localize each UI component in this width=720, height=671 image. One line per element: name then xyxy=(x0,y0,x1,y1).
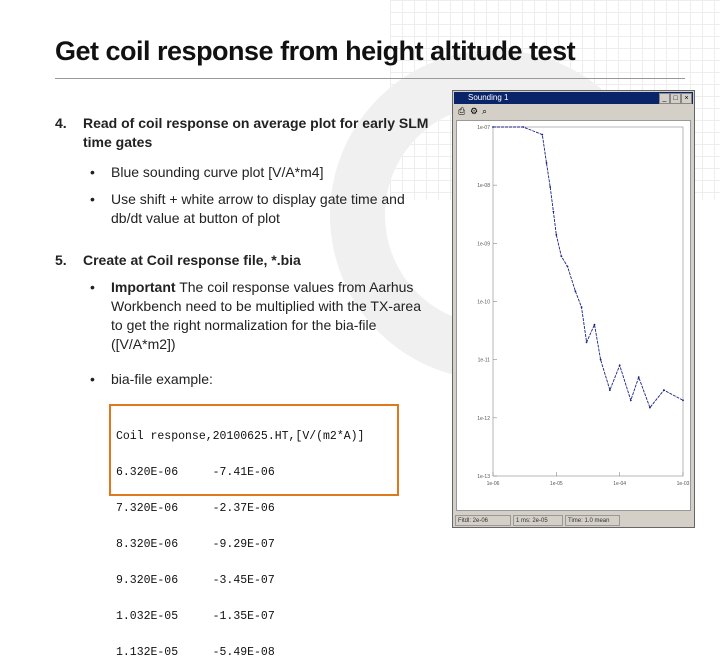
bullet-line: to get the right normalization for the b… xyxy=(111,317,377,333)
status-cell: Fitdl: 2e-06 xyxy=(455,515,511,526)
x-tick-label: 1e-06 xyxy=(487,481,500,487)
bullet-text: Blue sounding curve plot [V/A*m4] xyxy=(111,163,323,182)
y-tick-label: 1e-07 xyxy=(477,125,490,131)
status-cell: 1 ms: 2e-05 xyxy=(513,515,563,526)
bullet-marker: • xyxy=(90,191,95,207)
code-line: 1.032E-05 -1.35E-07 xyxy=(116,610,275,623)
minimize-button[interactable]: _ xyxy=(659,93,670,104)
bullet-line: The coil response values from Aarhus xyxy=(175,279,414,295)
code-line: 7.320E-06 -2.37E-06 xyxy=(116,502,275,515)
window-titlebar[interactable]: Sounding 1 xyxy=(454,92,693,104)
sounding-window[interactable]: Sounding 1 _ □ × ⎙ ⚙ ⌕ 1e-07 1e-08 1e-09 1e… xyxy=(452,90,695,528)
sounding-plot[interactable]: 1e-07 1e-08 1e-09 1e-10 1e-11 1e-12 1e-13 1e-06… xyxy=(456,120,691,511)
close-button[interactable]: × xyxy=(681,93,692,104)
code-line: 8.320E-06 -9.29E-07 xyxy=(116,538,275,551)
code-line: 1.132E-05 -5.49E-08 xyxy=(116,646,275,659)
item-number: 4. xyxy=(55,115,67,131)
data-point xyxy=(549,186,552,188)
y-tick-label: 1e-09 xyxy=(477,241,490,247)
x-tick-label: 1e-05 xyxy=(550,481,563,487)
data-point xyxy=(574,290,577,293)
status-cell: Time: 1.0 mean xyxy=(565,515,620,526)
window-title: Sounding 1 xyxy=(468,93,509,102)
data-point xyxy=(580,306,583,309)
bullet-line: db/dt value at button of plot xyxy=(111,210,280,226)
data-point xyxy=(522,126,525,128)
y-tick-label: 1e-10 xyxy=(477,300,490,306)
important-label: Important xyxy=(111,279,176,295)
bullet-line: ([V/A*m2]) xyxy=(111,336,176,352)
status-bar: Fitdl: 2e-06 1 ms: 2e-05 Time: 1.0 mean xyxy=(455,515,694,527)
data-point xyxy=(560,255,563,258)
data-point xyxy=(492,126,494,128)
code-line: 6.320E-06 -7.41E-06 xyxy=(116,466,275,479)
zoom-icon[interactable]: ⌕ xyxy=(482,106,488,116)
data-point xyxy=(608,389,611,391)
sounding-chart: 1e-07 1e-08 1e-09 1e-10 1e-11 1e-12 1e-131e-06… xyxy=(477,125,690,487)
data-point xyxy=(545,162,548,164)
bullet-marker: • xyxy=(90,164,95,180)
data-point xyxy=(618,364,621,367)
bullet-marker: • xyxy=(90,279,95,295)
bullet-line: Workbench need to be multiplied with the… xyxy=(111,298,421,314)
settings-icon[interactable]: ⚙ xyxy=(470,106,479,116)
data-point xyxy=(585,341,588,344)
maximize-button[interactable]: □ xyxy=(670,93,681,104)
code-example-box xyxy=(109,404,399,496)
x-tick-label: 1e-04 xyxy=(613,481,626,487)
bullet-line: bia-file example: xyxy=(111,371,213,387)
code-example: Coil response,20100625.HT,[V/(m2*A)] 6.3… xyxy=(116,407,364,671)
code-line: 9.320E-06 -3.45E-07 xyxy=(116,574,275,587)
data-point xyxy=(552,210,555,213)
bullet-text: Use shift + white arrow to display gate … xyxy=(111,190,405,228)
data-point xyxy=(629,399,632,402)
plot-frame xyxy=(492,126,684,477)
data-point xyxy=(555,233,558,236)
bullet-text: bia-file example: xyxy=(111,370,213,389)
bullet-line: Blue sounding curve plot [V/A*m4] xyxy=(111,164,324,180)
data-point xyxy=(541,133,544,136)
bullet-text: Important The coil response values from … xyxy=(111,278,421,354)
item-line: time gates xyxy=(83,134,153,150)
data-point xyxy=(566,265,569,268)
print-icon[interactable]: ⎙ xyxy=(458,106,466,116)
data-point xyxy=(682,399,684,402)
slide-title: Get coil response from height altitude t… xyxy=(55,36,576,66)
data-point xyxy=(599,358,602,361)
data-point xyxy=(593,323,596,326)
y-tick-label: 1e-08 xyxy=(477,183,490,189)
item-line: Read of coil response on average plot fo… xyxy=(83,115,429,131)
item-number: 5. xyxy=(55,252,67,268)
item-line: Create at Coil response file, *.bia xyxy=(83,252,301,268)
y-tick-label: 1e-11 xyxy=(478,358,491,364)
y-tick-label: 1e-12 xyxy=(477,416,490,422)
item-text: Read of coil response on average plot fo… xyxy=(83,114,428,152)
bullet-line: Use shift + white arrow to display gate … xyxy=(111,191,405,207)
window-toolbar: ⎙ ⚙ ⌕ xyxy=(454,105,693,119)
item-text: Create at Coil response file, *.bia xyxy=(83,251,301,270)
data-point xyxy=(637,376,640,379)
bullet-marker: • xyxy=(90,371,95,387)
x-tick-label: 1e-03 xyxy=(677,481,690,487)
sounding-curve xyxy=(493,126,684,409)
y-tick-label: 1e-13 xyxy=(477,474,490,480)
code-line: Coil response,20100625.HT,[V/(m2*A)] xyxy=(116,430,365,443)
title-divider xyxy=(55,78,685,79)
data-point xyxy=(663,389,665,391)
data-point xyxy=(648,406,651,409)
